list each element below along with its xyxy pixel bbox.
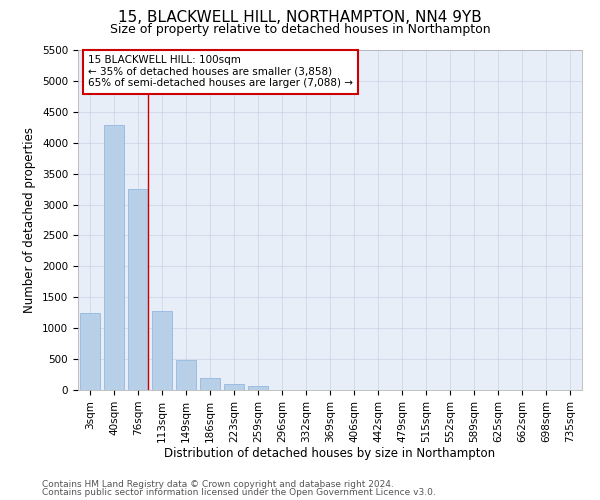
Text: Contains HM Land Registry data © Crown copyright and database right 2024.: Contains HM Land Registry data © Crown c… <box>42 480 394 489</box>
Text: Contains public sector information licensed under the Open Government Licence v3: Contains public sector information licen… <box>42 488 436 497</box>
Text: Size of property relative to detached houses in Northampton: Size of property relative to detached ho… <box>110 22 490 36</box>
Bar <box>128 189 148 390</box>
Text: 15, BLACKWELL HILL, NORTHAMPTON, NN4 9YB: 15, BLACKWELL HILL, NORTHAMPTON, NN4 9YB <box>118 10 482 25</box>
Bar <box>200 378 220 390</box>
Bar <box>80 312 100 390</box>
Bar <box>224 384 244 390</box>
Bar <box>104 126 124 390</box>
Bar <box>248 386 268 390</box>
Text: 15 BLACKWELL HILL: 100sqm
← 35% of detached houses are smaller (3,858)
65% of se: 15 BLACKWELL HILL: 100sqm ← 35% of detac… <box>88 55 353 88</box>
X-axis label: Distribution of detached houses by size in Northampton: Distribution of detached houses by size … <box>164 448 496 460</box>
Y-axis label: Number of detached properties: Number of detached properties <box>23 127 37 313</box>
Bar <box>176 360 196 390</box>
Bar <box>152 311 172 390</box>
